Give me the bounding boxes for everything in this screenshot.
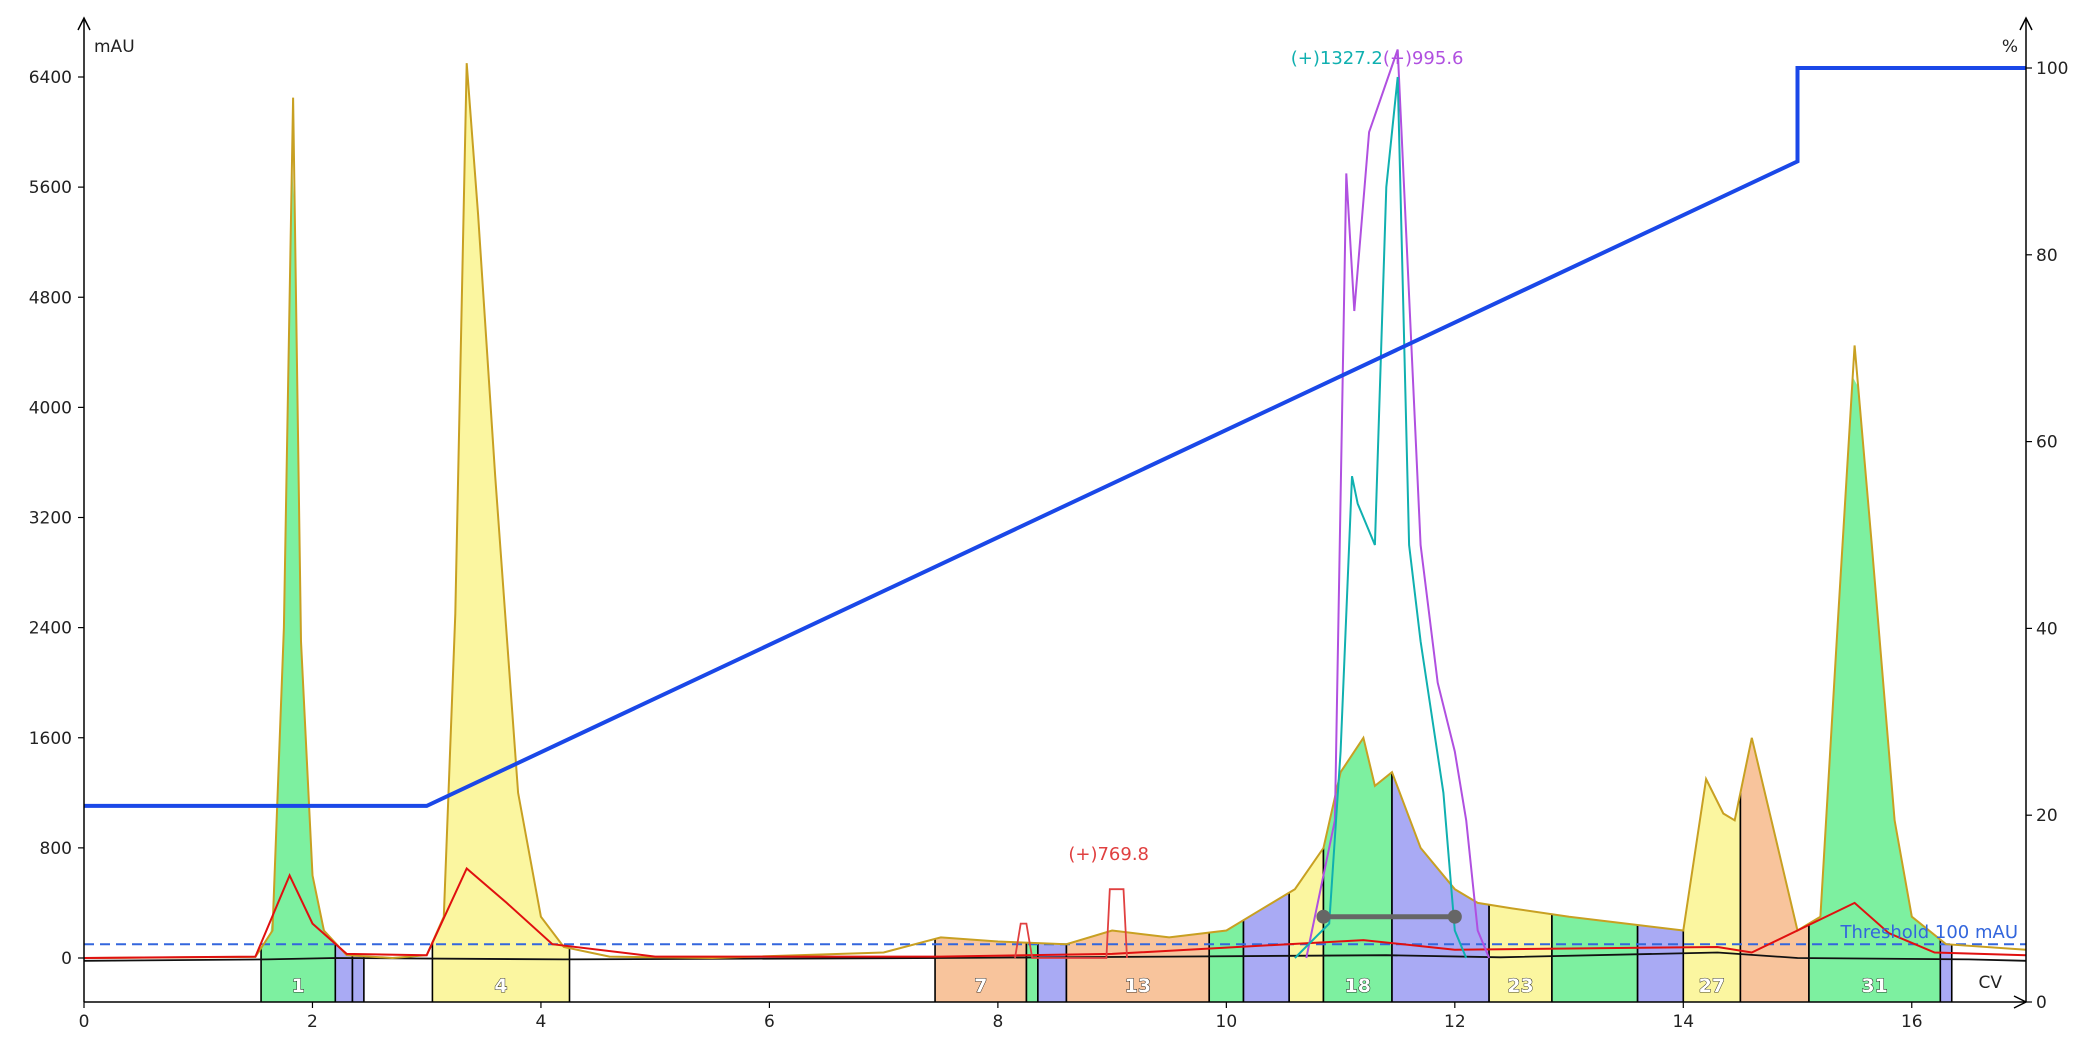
fraction-fill-18 bbox=[1740, 737, 1809, 1002]
y-axis-arrow bbox=[77, 16, 91, 31]
trace-layer bbox=[84, 49, 2026, 962]
threshold-label: Threshold 100 mAU bbox=[1839, 922, 2018, 943]
fraction-fill-9 bbox=[1209, 920, 1244, 1002]
ms-label-1327-2: (+)1327.2 bbox=[1291, 48, 1383, 69]
x-axis-title: CV bbox=[1979, 973, 2003, 993]
y-tick-label-0: 0 bbox=[61, 949, 72, 969]
fraction-fill-8 bbox=[1066, 930, 1210, 1002]
fraction-fill-16 bbox=[1637, 925, 1684, 1002]
x-tick-label-6: 6 bbox=[764, 1012, 775, 1032]
y-tick-label-2400: 2400 bbox=[29, 619, 72, 639]
pool-marker-start bbox=[1316, 909, 1331, 924]
y-tick-label-800: 800 bbox=[40, 839, 72, 859]
x-tick-label-4: 4 bbox=[536, 1012, 547, 1032]
x-tick-label-14: 14 bbox=[1672, 1012, 1694, 1032]
y-tick-label-1600: 1600 bbox=[29, 729, 72, 749]
labels-layer: 0 2 4 6 8 10 12 14 16080016002400320040004800560… bbox=[29, 37, 2069, 1032]
y2-tick-label-80: 80 bbox=[2036, 246, 2058, 266]
y-tick-label-6400: 6400 bbox=[29, 68, 72, 88]
axes-layer bbox=[77, 16, 2033, 1009]
fraction-label-18: 18 bbox=[1344, 975, 1370, 997]
fraction-label-31: 31 bbox=[1861, 975, 1887, 997]
fraction-label-23: 23 bbox=[1507, 975, 1533, 997]
y-tick-label-4800: 4800 bbox=[29, 288, 72, 308]
y-tick-label-3200: 3200 bbox=[29, 509, 72, 529]
fraction-label-13: 13 bbox=[1125, 975, 1151, 997]
ms-label-995-6: (+)995.6 bbox=[1383, 48, 1464, 69]
y2-tick-label-60: 60 bbox=[2036, 433, 2058, 453]
fraction-label-1: 1 bbox=[292, 975, 305, 997]
y-axis-title: mAU bbox=[94, 37, 135, 57]
fraction-fill-7 bbox=[1037, 943, 1067, 1002]
fraction-label-7: 7 bbox=[974, 975, 987, 997]
fraction-label-27: 27 bbox=[1699, 975, 1725, 997]
fraction-fill-3 bbox=[352, 955, 364, 1002]
fraction-fill-1 bbox=[261, 158, 336, 1002]
fraction-fill-5 bbox=[935, 937, 1027, 1002]
ms-trace-769-8 bbox=[1014, 888, 1128, 959]
fraction-fill-20 bbox=[1940, 939, 1952, 1002]
fraction-fill-15 bbox=[1551, 914, 1638, 1002]
y2-tick-label-40: 40 bbox=[2036, 619, 2058, 639]
y2-axis-title: % bbox=[2002, 37, 2018, 57]
y2-tick-label-20: 20 bbox=[2036, 806, 2058, 826]
fraction-fill-4 bbox=[432, 63, 570, 1002]
fraction-fill-6 bbox=[1026, 942, 1038, 1002]
fraction-fill-12 bbox=[1323, 737, 1392, 1002]
x-tick-label-0: 0 bbox=[79, 1012, 90, 1032]
y2-axis-arrow bbox=[2019, 16, 2033, 31]
y-tick-label-4000: 4000 bbox=[29, 398, 72, 418]
y-tick-label-5600: 5600 bbox=[29, 178, 72, 198]
pool-marker-end bbox=[1447, 909, 1462, 924]
uv-trace bbox=[84, 63, 2026, 960]
gradient-line bbox=[84, 66, 2026, 808]
x-tick-label-10: 10 bbox=[1216, 1012, 1238, 1032]
baseline-trace bbox=[84, 951, 2026, 962]
x-tick-label-2: 2 bbox=[307, 1012, 318, 1032]
x-tick-label-16: 16 bbox=[1901, 1012, 1923, 1032]
fraction-fill-14 bbox=[1489, 904, 1552, 1002]
ms-trace-1327-2 bbox=[1294, 76, 1468, 959]
fraction-fill-13 bbox=[1392, 772, 1490, 1002]
y2-tick-label-100: 100 bbox=[2036, 59, 2068, 79]
fraction-fill-17 bbox=[1683, 781, 1741, 1002]
y2-tick-label-0: 0 bbox=[2036, 993, 2047, 1013]
fraction-fill-10 bbox=[1243, 892, 1290, 1002]
ms-trace-995-6 bbox=[1305, 49, 1491, 959]
uv2-trace bbox=[84, 866, 2026, 959]
ms-label-769-8: (+)769.8 bbox=[1068, 844, 1149, 865]
x-tick-label-8: 8 bbox=[992, 1012, 1003, 1032]
fraction-fill-19 bbox=[1809, 376, 1941, 1002]
x-tick-label-12: 12 bbox=[1444, 1012, 1466, 1032]
fraction-fills bbox=[260, 63, 1953, 1002]
fraction-label-4: 4 bbox=[494, 975, 507, 997]
